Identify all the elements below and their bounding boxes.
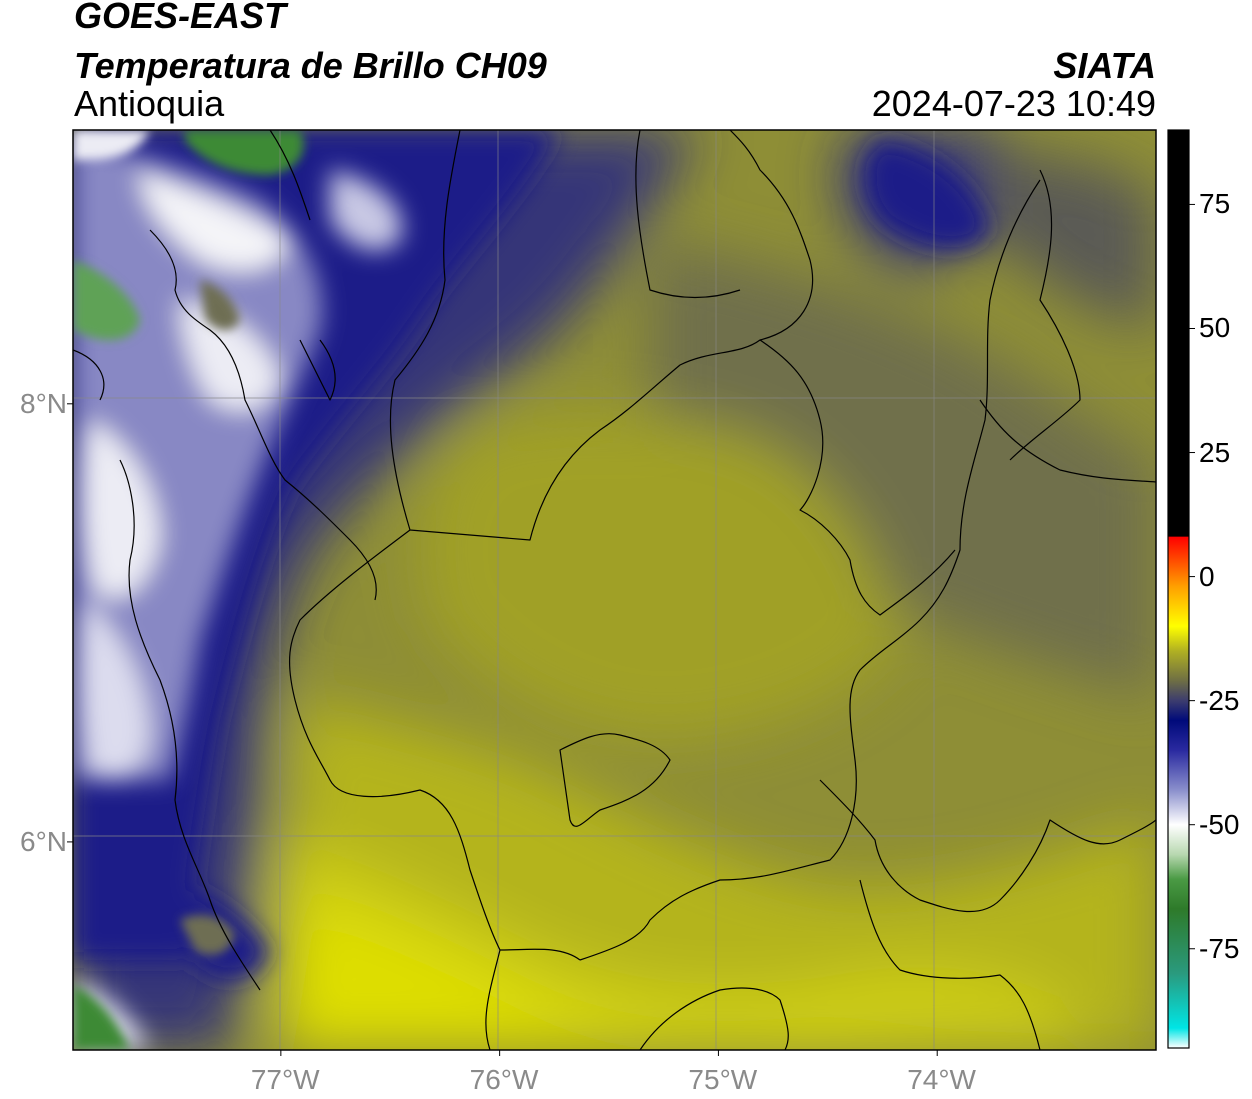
- region-subtitle: Antioquia: [74, 83, 225, 124]
- colorbar-tick-label: 75: [1199, 188, 1231, 220]
- colorbar-tick-label: 25: [1199, 436, 1231, 468]
- coastline: [299, 339, 336, 401]
- colorbar: [1167, 129, 1195, 1049]
- department-boundary: [635, 130, 741, 299]
- antioquia-boundary: [288, 529, 581, 961]
- department-boundary: [979, 399, 1156, 483]
- colorbar-tick-label: -75: [1199, 932, 1240, 964]
- map-frame: [72, 129, 1157, 1051]
- lon-tick-label: 74°W: [907, 1064, 976, 1095]
- department-boundary: [485, 949, 501, 1050]
- brightness-temperature-field: [73, 130, 1156, 1050]
- department-boundary: [819, 779, 1156, 913]
- lon-tick-label: 77°W: [250, 1064, 320, 1095]
- lon-tick-label: 75°W: [688, 1064, 758, 1095]
- antioquia-boundary: [579, 179, 1041, 961]
- lat-tick-label: 8°N: [20, 387, 67, 419]
- department-boundary: [559, 733, 671, 827]
- antioquia-boundary: [389, 130, 814, 541]
- lat-tick-label: 6°N: [20, 825, 67, 857]
- coastline: [73, 349, 261, 991]
- colorbar-tick-label: -50: [1199, 808, 1240, 840]
- lon-tick-label: 76°W: [469, 1064, 539, 1095]
- administrative-boundaries: [73, 130, 1156, 1050]
- colorbar-ticks: [1189, 203, 1195, 950]
- colorbar-tick-label: -25: [1199, 684, 1240, 716]
- satellite-title: GOES-EAST: [74, 0, 287, 36]
- antioquia-boundary: [759, 339, 956, 616]
- colorbar-tick-label: 0: [1199, 560, 1215, 592]
- colorbar-tick-label: 50: [1199, 312, 1231, 344]
- department-boundary: [639, 987, 789, 1050]
- colorbar-bar: [1167, 129, 1190, 1049]
- department-boundary: [859, 879, 1041, 1050]
- axis-ticks: [67, 403, 938, 1056]
- coastline: [269, 130, 311, 221]
- gridlines: [73, 130, 1156, 1050]
- product-title: Temperatura de Brillo CH09: [74, 45, 547, 86]
- coastline: [149, 229, 377, 601]
- brand-label: SIATA: [1053, 45, 1156, 86]
- timestamp: 2024-07-23 10:49: [871, 83, 1156, 124]
- department-boundary: [1009, 169, 1081, 461]
